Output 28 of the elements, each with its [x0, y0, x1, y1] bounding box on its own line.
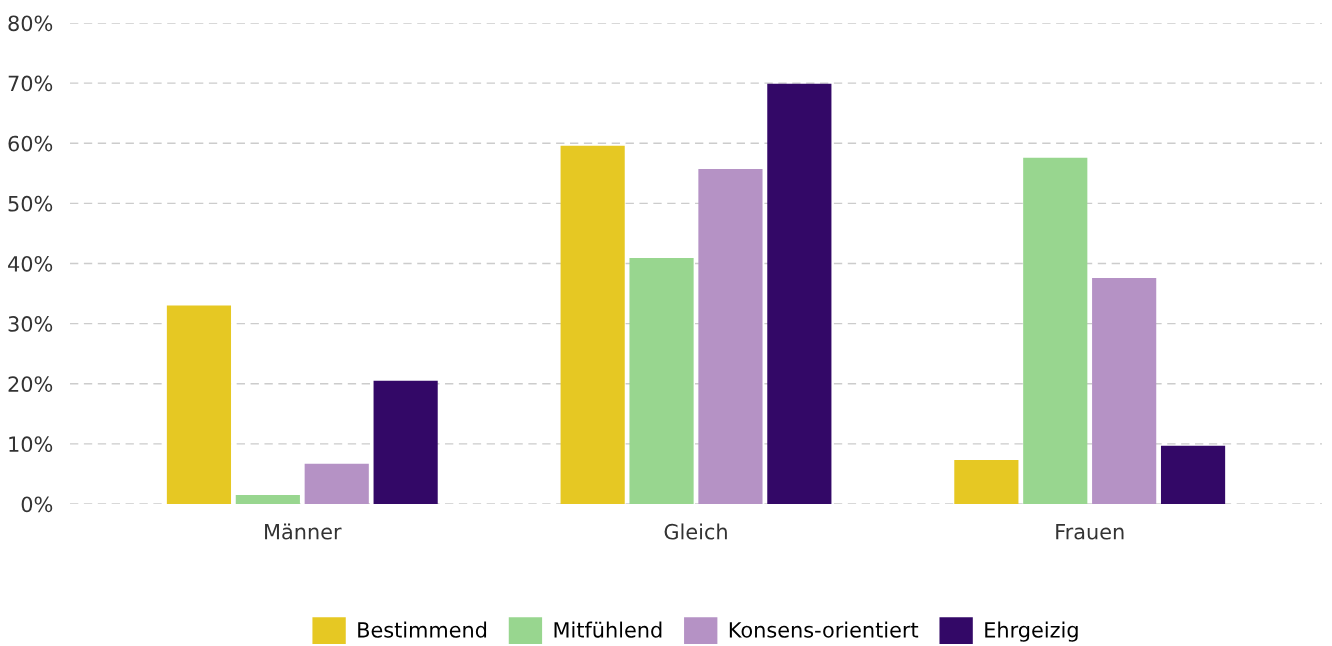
legend-label: Bestimmend [358, 621, 487, 638]
bar [373, 380, 438, 504]
bar [629, 258, 694, 504]
y-tick-label: 70% [8, 75, 53, 92]
bar [1092, 277, 1157, 504]
y-tick-label: 80% [8, 15, 53, 32]
bar [1023, 157, 1088, 504]
bar [767, 83, 832, 504]
x-tick-label: Frauen [1056, 524, 1124, 540]
legend-label: Konsens-orientiert [729, 621, 919, 638]
y-tick-label: 0% [21, 496, 53, 513]
bar [1160, 445, 1226, 504]
legend-label: Mitfühlend [554, 621, 662, 638]
legend-label: Ehrgeizig [985, 621, 1078, 642]
y-tick-label: 10% [9, 436, 53, 453]
bar [235, 494, 300, 504]
x-tick-label: Gleich [664, 523, 727, 540]
x-tick-label: Männer [265, 523, 342, 540]
bar [560, 145, 625, 504]
bar [166, 305, 232, 504]
y-tick-label: 30% [8, 316, 53, 332]
y-tick-label: 40% [8, 255, 53, 272]
y-tick-label: 20% [8, 376, 53, 392]
y-tick-label: 50% [8, 195, 53, 212]
bar [698, 169, 763, 504]
bar [304, 463, 369, 504]
y-tick-label: 60% [8, 135, 53, 152]
bar [954, 460, 1019, 504]
